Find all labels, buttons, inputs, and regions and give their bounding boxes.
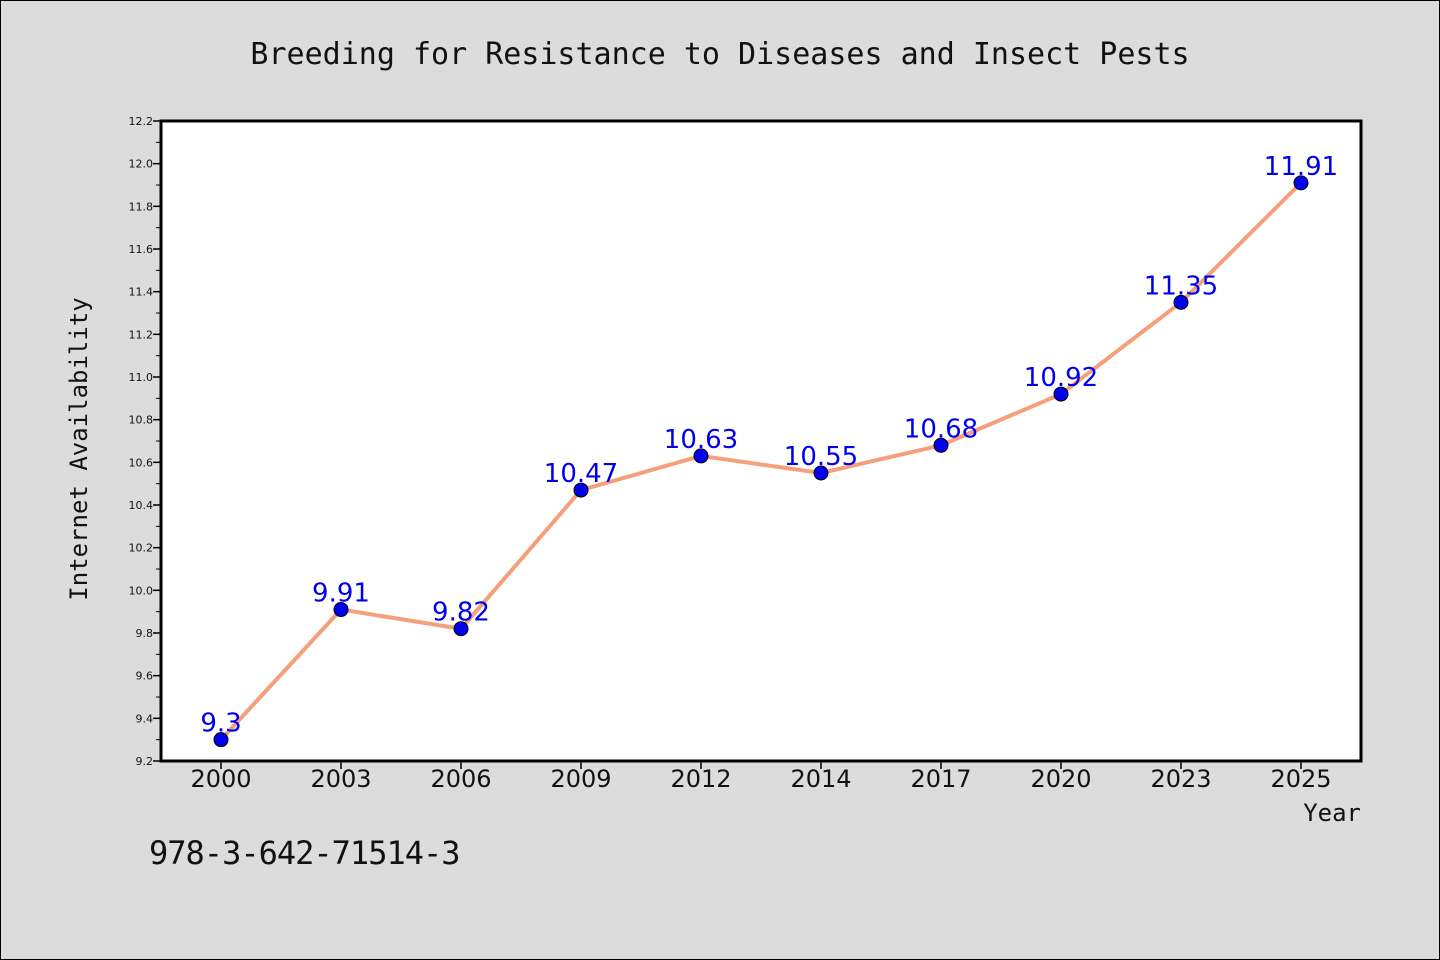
data-label: 10.47 <box>544 459 618 489</box>
y-tick-label: 10.6 <box>129 456 154 469</box>
data-point <box>453 621 469 637</box>
y-tick-label: 11.4 <box>129 286 154 299</box>
x-tick-label: 2017 <box>910 765 971 793</box>
data-label: 9.82 <box>432 598 490 628</box>
y-tick-label: 9.8 <box>136 627 154 640</box>
data-label-group: 9.3 9.91 9.82 10.47 10.63 10.55 10.68 10.92 11.3… <box>200 152 1338 739</box>
y-tick-label: 10.2 <box>129 542 154 555</box>
data-point <box>1173 294 1189 310</box>
data-label: 9.91 <box>312 579 370 609</box>
y-tick-label: 9.6 <box>136 670 154 683</box>
data-point <box>813 465 829 481</box>
y-axis: 9.2 9.4 9.6 9.8 10.0 10.2 10.4 10.6 10.8 11.0 11.2… <box>129 115 161 768</box>
y-tick-label: 10.4 <box>129 499 154 512</box>
data-point <box>573 482 589 498</box>
data-label: 11.91 <box>1264 152 1338 182</box>
data-label: 10.63 <box>664 425 738 455</box>
y-tick-label: 11.2 <box>129 328 154 341</box>
x-tick-label: 2020 <box>1030 765 1091 793</box>
x-tick-label: 2000 <box>190 765 251 793</box>
x-tick-label: 2023 <box>1150 765 1211 793</box>
data-point <box>933 437 949 453</box>
series-marker-group <box>213 175 1309 748</box>
x-tick-label: 2006 <box>430 765 491 793</box>
data-label: 10.92 <box>1024 363 1098 393</box>
series-line <box>219 181 1303 742</box>
plot-area <box>161 121 1361 761</box>
x-tick-label: 2003 <box>310 765 371 793</box>
x-tick-label: 2009 <box>550 765 611 793</box>
x-axis-label: Year <box>1303 799 1361 827</box>
y-tick-label: 11.6 <box>129 243 154 256</box>
y-tick-label: 12.0 <box>129 158 154 171</box>
x-tick-label: 2025 <box>1270 765 1331 793</box>
data-point <box>213 732 229 748</box>
y-tick-label: 12.2 <box>129 115 154 128</box>
chart-title: Breeding for Resistance to Diseases and … <box>250 37 1189 72</box>
series-line-group <box>219 181 1303 742</box>
y-tick-label: 10.8 <box>129 414 154 427</box>
y-tick-label: 11.0 <box>129 371 154 384</box>
data-point <box>693 448 709 464</box>
x-axis: 2000 2003 2006 2009 2012 2014 2017 2020 2023 2025 <box>190 761 1332 793</box>
y-tick-label: 10.0 <box>129 584 154 597</box>
data-point <box>1293 175 1309 191</box>
x-tick-label: 2012 <box>670 765 731 793</box>
y-tick-label: 9.2 <box>136 755 154 768</box>
y-axis-label: Internet Availability <box>65 297 93 600</box>
data-point <box>333 602 349 618</box>
data-point <box>1053 386 1069 402</box>
isbn-text: 978-3-642-71514-3 <box>149 834 461 872</box>
data-label: 10.55 <box>784 442 858 472</box>
y-tick-label: 11.8 <box>129 200 154 213</box>
y-tick-label: 9.4 <box>136 712 154 725</box>
x-tick-label: 2014 <box>790 765 851 793</box>
data-label: 10.68 <box>904 414 978 444</box>
plot-frame <box>159 119 1363 763</box>
data-label: 11.35 <box>1144 271 1218 301</box>
data-label: 9.3 <box>200 709 241 739</box>
